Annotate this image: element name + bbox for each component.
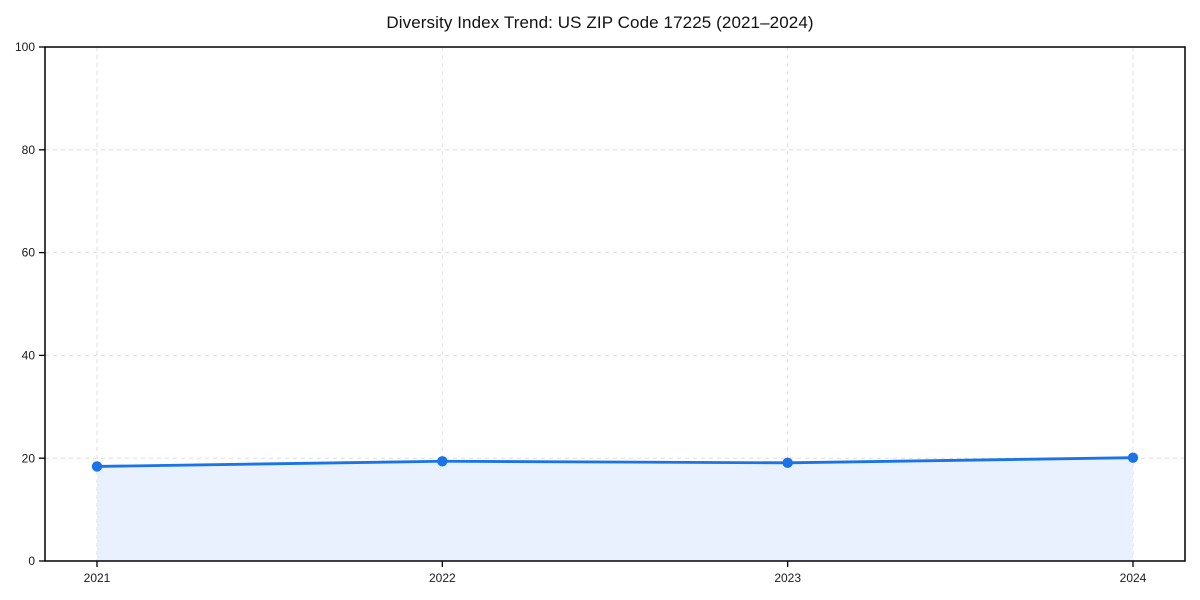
y-tick-label: 40 (22, 348, 36, 362)
y-tick-label: 0 (28, 554, 35, 568)
x-tick-label: 2024 (1120, 571, 1147, 585)
data-point-marker (1127, 452, 1139, 463)
y-tick-label: 80 (22, 143, 36, 157)
data-point-marker (782, 457, 793, 469)
x-tick-label: 2023 (774, 571, 801, 585)
data-point-marker (437, 456, 448, 467)
y-tick-label: 60 (22, 246, 36, 260)
area-fill (97, 457, 1133, 561)
x-tick-label: 2022 (429, 571, 456, 585)
x-tick-label: 2021 (84, 571, 111, 585)
y-tick-label: 20 (22, 451, 36, 465)
y-tick-label: 100 (15, 40, 35, 54)
chart-title: Diversity Index Trend: US ZIP Code 17225… (386, 13, 814, 32)
axis-frame (44, 46, 1186, 562)
trend-line (95, 456, 1135, 468)
data-point-marker (91, 461, 103, 472)
